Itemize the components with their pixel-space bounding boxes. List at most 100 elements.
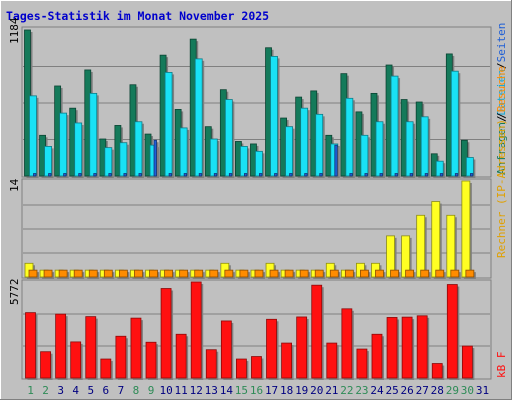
bar-kb-day-4 bbox=[70, 341, 83, 380]
x-label-day-20: 20 bbox=[310, 384, 323, 397]
bar-besuche-day-9 bbox=[149, 269, 160, 279]
bar-dateien-day-29 bbox=[450, 70, 461, 178]
visits-max-label: 14 bbox=[8, 178, 21, 192]
bar-besuche-day-7 bbox=[118, 269, 130, 279]
bar-kb-day-10 bbox=[160, 288, 174, 380]
bar-besuche-day-14 bbox=[224, 269, 235, 279]
bar-kb-day-19 bbox=[296, 316, 309, 380]
x-label-day-3: 3 bbox=[57, 384, 64, 397]
bar-kb-day-23 bbox=[356, 348, 369, 380]
hits-legend: Anfragen/Dateien/Seiten bbox=[495, 23, 508, 175]
legend-besuche: Besuche bbox=[495, 66, 508, 112]
bar-besuche-day-13 bbox=[209, 269, 220, 279]
chart-title: Tages-Statistik im Monat November 2025 bbox=[6, 9, 269, 23]
bar-kb-day-11 bbox=[175, 333, 189, 380]
bar-rechner-day-28 bbox=[431, 201, 442, 279]
x-label-day-12: 12 bbox=[190, 384, 203, 397]
bar-dateien-day-27 bbox=[420, 116, 431, 178]
x-axis-labels: 1 2 3 4 5 6 7 8 9 10 11 12 13 14 15 16 17 18 19 20 21 22 23 24 2… bbox=[27, 384, 489, 397]
bar-besuche-day-5 bbox=[88, 269, 100, 279]
bar-dateien-day-12 bbox=[194, 58, 205, 178]
bar-dateien-day-25 bbox=[390, 75, 401, 178]
bar-seiten-day-29 bbox=[454, 173, 460, 178]
bar-kb-day-2 bbox=[40, 351, 53, 380]
bar-besuche-day-8 bbox=[134, 269, 145, 279]
legend-rechner: Rechner (IP-Adressen) bbox=[495, 119, 508, 258]
legend-sep-2: / bbox=[495, 62, 508, 69]
bar-kb-day-30 bbox=[461, 345, 475, 380]
bar-dateien-day-23 bbox=[360, 134, 370, 178]
bar-dateien-day-14 bbox=[224, 99, 235, 178]
bar-seiten-day-19 bbox=[304, 173, 310, 178]
bar-dateien-day-28 bbox=[435, 160, 446, 178]
bar-seiten-day-25 bbox=[394, 173, 400, 178]
x-label-day-15: 15 bbox=[235, 384, 248, 397]
x-label-day-11: 11 bbox=[175, 384, 188, 397]
bar-kb-day-28 bbox=[431, 363, 445, 380]
bar-besuche-day-17 bbox=[269, 269, 281, 279]
bar-dateien-day-22 bbox=[345, 97, 355, 178]
bar-seiten-day-11 bbox=[183, 173, 189, 178]
bar-seiten-day-27 bbox=[424, 173, 430, 178]
bar-rechner-day-29 bbox=[446, 214, 457, 279]
bar-besuche-day-11 bbox=[179, 269, 190, 279]
bar-dateien-day-24 bbox=[375, 121, 385, 178]
x-label-day-23: 23 bbox=[355, 384, 368, 397]
bar-kb-day-20 bbox=[311, 284, 324, 380]
legend-sep-3: / bbox=[495, 112, 508, 119]
x-label-day-21: 21 bbox=[325, 384, 338, 397]
bar-besuche-day-20 bbox=[314, 269, 326, 279]
bar-dateien-day-4 bbox=[74, 122, 84, 178]
x-label-day-10: 10 bbox=[159, 384, 172, 397]
bar-kb-day-9 bbox=[145, 341, 159, 380]
bar-dateien-day-8 bbox=[134, 121, 144, 178]
bar-seiten-day-2 bbox=[48, 173, 54, 178]
x-label-day-17: 17 bbox=[265, 384, 278, 397]
x-label-day-7: 7 bbox=[118, 384, 125, 397]
bar-seiten-day-20 bbox=[319, 173, 325, 178]
x-label-day-2: 2 bbox=[42, 384, 49, 397]
bar-besuche-day-23 bbox=[360, 269, 371, 279]
bar-seiten-day-14 bbox=[228, 173, 234, 178]
bar-besuche-day-2 bbox=[43, 269, 55, 279]
bar-besuche-day-18 bbox=[284, 269, 296, 279]
x-label-day-25: 25 bbox=[385, 384, 398, 397]
bar-dateien-day-1 bbox=[29, 95, 39, 178]
bar-dateien-day-17 bbox=[270, 55, 280, 178]
bar-besuche-day-26 bbox=[405, 269, 416, 279]
x-label-day-31: 31 bbox=[476, 384, 489, 397]
bar-kb-day-29 bbox=[446, 284, 460, 380]
bar-dateien-day-18 bbox=[285, 126, 295, 178]
bar-seiten-day-21 bbox=[334, 144, 340, 178]
bar-kb-day-3 bbox=[55, 313, 68, 380]
bar-besuche-day-28 bbox=[435, 269, 446, 279]
bar-seiten-day-24 bbox=[379, 173, 385, 178]
x-label-day-5: 5 bbox=[87, 384, 94, 397]
bar-besuche-day-3 bbox=[58, 269, 70, 279]
bar-kb-day-27 bbox=[416, 315, 430, 380]
bar-seiten-day-3 bbox=[63, 173, 69, 178]
x-label-day-22: 22 bbox=[340, 384, 353, 397]
bar-dateien-day-20 bbox=[315, 113, 325, 178]
x-label-day-8: 8 bbox=[133, 384, 140, 397]
bar-kb-day-1 bbox=[25, 312, 38, 380]
x-label-day-18: 18 bbox=[280, 384, 293, 397]
bar-dateien-day-30 bbox=[465, 157, 476, 178]
x-label-day-9: 9 bbox=[148, 384, 155, 397]
x-label-day-26: 26 bbox=[401, 384, 414, 397]
bar-kb-day-12 bbox=[190, 281, 204, 380]
bar-kb-day-7 bbox=[115, 335, 128, 380]
bar-besuche-day-24 bbox=[375, 269, 386, 279]
legend-seiten: Seiten bbox=[495, 23, 508, 63]
x-label-day-29: 29 bbox=[446, 384, 459, 397]
x-label-day-16: 16 bbox=[250, 384, 263, 397]
legend-dateien: Dateien bbox=[495, 69, 508, 115]
x-label-day-6: 6 bbox=[103, 384, 110, 397]
bar-dateien-day-19 bbox=[300, 107, 310, 178]
bar-dateien-day-16 bbox=[255, 150, 265, 178]
visits-legend: Rechner (IP-Adressen)/Besuche bbox=[495, 66, 508, 258]
bar-besuche-day-6 bbox=[103, 269, 115, 279]
bar-besuche-day-30 bbox=[465, 269, 476, 279]
bar-besuche-day-25 bbox=[390, 269, 401, 279]
x-label-day-30: 30 bbox=[461, 384, 474, 397]
